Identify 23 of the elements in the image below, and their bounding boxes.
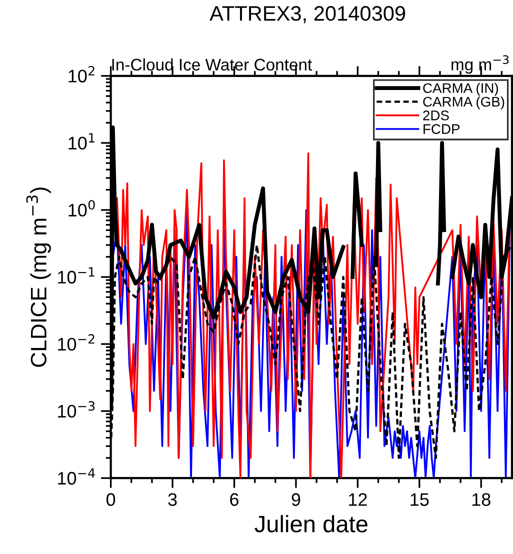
y-tick-label: 10$^{−4}$	[58, 468, 95, 485]
y-tick-label: 10$^{−1}$	[58, 267, 94, 284]
legend-label: FCDP	[424, 124, 460, 134]
x-tick-label: 15	[410, 493, 429, 506]
chart-title: ATTREX3, 20140309	[210, 6, 406, 24]
y-tick-label: 10$^{2}$	[68, 66, 94, 82]
legend-label: 2DS	[423, 110, 449, 120]
x-tick-label: 18	[472, 493, 490, 506]
y-axis-title: CLDICE (mg m$^{−3}$)	[26, 188, 51, 367]
chart-subtitle: In-Cloud Ice Water Content	[112, 58, 312, 71]
legend-label: CARMA (IN)	[423, 82, 498, 96]
text: mg m$^{−3}$	[452, 55, 509, 74]
x-axis-title: Julien date	[254, 515, 368, 532]
x-tick-label: 9	[292, 493, 300, 506]
x-tick-label: 0	[106, 493, 116, 506]
y-tick-label: 10$^{0}$	[68, 200, 95, 217]
y-tick-label: 10$^{−2}$	[58, 334, 94, 351]
legend-label: CARMA (GB)	[423, 96, 504, 110]
x-tick-label: 6	[230, 493, 238, 506]
x-tick-label: 3	[168, 493, 177, 506]
x-tick-label: 12	[349, 493, 367, 506]
y-tick-label: 10$^{1}$	[68, 133, 94, 150]
y-tick-label: 10$^{−3}$	[58, 401, 95, 418]
